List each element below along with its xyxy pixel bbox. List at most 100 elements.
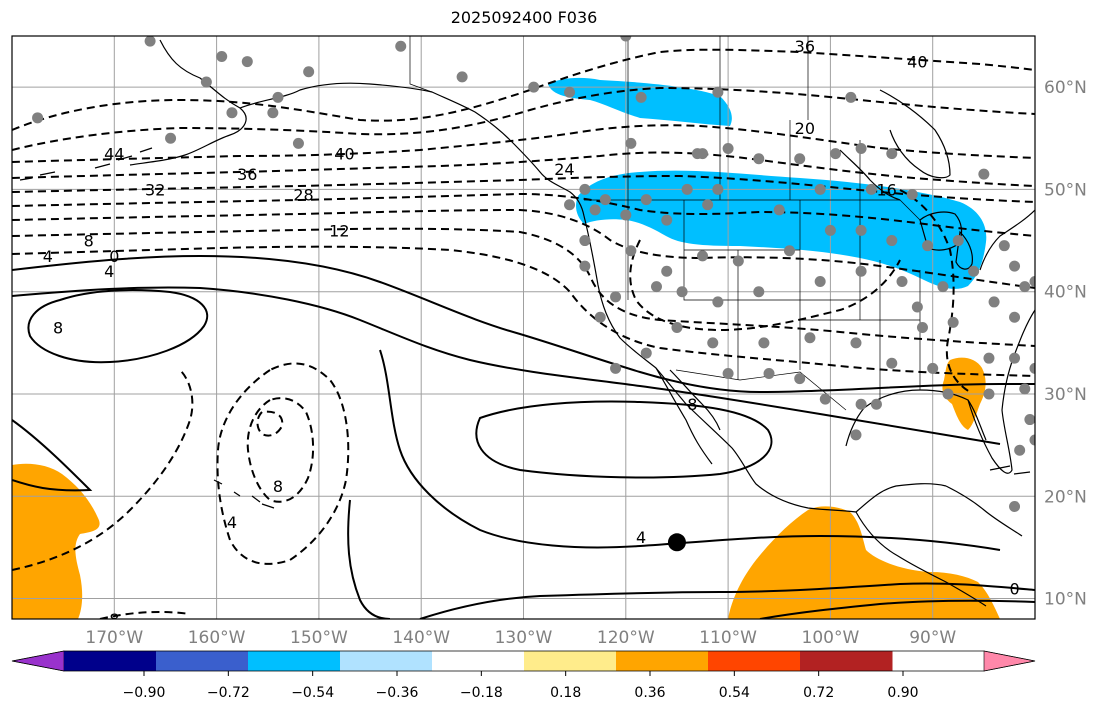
contour-label: 4 [104, 262, 114, 281]
contour-southwest [12, 369, 194, 571]
lat-label: 20°N [1044, 487, 1087, 507]
contour-central-south [419, 582, 1035, 619]
station-marker [927, 362, 939, 374]
lon-label: 110°W [699, 628, 757, 648]
station-marker [635, 91, 647, 103]
station-marker [640, 194, 652, 206]
colorbar-tick-label: 0.18 [550, 685, 581, 701]
positive-contours [12, 254, 1035, 619]
station-marker [998, 240, 1010, 252]
hudson-bay [879, 89, 951, 179]
colorbar: −0.90 −0.72 −0.54 −0.36 −0.18 0.18 0.36 0.54 0.7… [11, 650, 1036, 701]
station-marker [712, 296, 724, 308]
contour-trough-central [629, 239, 901, 332]
station-marker [814, 183, 826, 195]
station-marker [794, 373, 806, 385]
station-marker [303, 66, 315, 78]
highlight-point [667, 533, 686, 552]
contour-upper-2 [12, 86, 1035, 151]
alaska-canada-border [409, 36, 433, 93]
station-marker [947, 316, 959, 328]
baja [655, 367, 721, 465]
station-marker [865, 183, 877, 195]
station-marker [456, 71, 468, 83]
station-marker [707, 337, 719, 349]
station-marker [814, 275, 826, 287]
station-marker [676, 286, 688, 298]
station-marker [794, 153, 806, 165]
lon-label: 170°W [85, 628, 143, 648]
colorbar-segment [432, 651, 525, 671]
colorbar-segment [248, 651, 341, 671]
colorbar-ticks: −0.90 −0.72 −0.54 −0.36 −0.18 0.18 0.36 0.54 0.7… [123, 671, 919, 701]
contour-label: 4 [636, 528, 646, 547]
station-marker [1009, 260, 1021, 272]
contour-label: 0 [109, 247, 119, 266]
station-marker [911, 301, 923, 313]
colorbar-segment [156, 651, 249, 671]
contour-subtropical-low-outer [216, 362, 350, 565]
lon-label: 90°W [909, 628, 956, 648]
station-marker [804, 332, 816, 344]
contour-label: 40 [334, 145, 354, 164]
colorbar-tick-label: −0.18 [460, 685, 503, 701]
station-marker [625, 137, 637, 149]
contour-label: 20 [795, 119, 815, 138]
caribbean-islands [989, 465, 1031, 475]
contour-upper-6 [12, 192, 1035, 237]
colorbar-outline [11, 650, 1036, 672]
station-marker [942, 388, 954, 400]
contour-label: 36 [237, 165, 257, 184]
station-marker [200, 76, 212, 88]
station-marker [722, 143, 734, 155]
contour-label: 36 [795, 37, 815, 56]
contour-label: 4 [227, 513, 237, 532]
positive-region-west [12, 463, 100, 619]
contour-label: 8 [84, 232, 94, 251]
contour-subtropical-low-inner [246, 397, 315, 503]
contour-label: 16 [876, 180, 896, 199]
station-marker [594, 311, 606, 323]
station-marker [610, 362, 622, 374]
station-marker [870, 398, 882, 410]
station-marker [32, 112, 44, 124]
lat-label: 50°N [1044, 180, 1087, 200]
station-marker [819, 393, 831, 405]
great-lakes [919, 211, 973, 270]
longitude-labels: 170°W 160°W 150°W 140°W 130°W 120°W 110°W 100°W… [85, 628, 956, 648]
contour-subtropical-ridge [475, 400, 773, 479]
contour-trough-east [899, 189, 971, 393]
station-marker [855, 398, 867, 410]
station-marker [1009, 500, 1021, 512]
contour-label: 8 [53, 319, 63, 338]
canada-east [839, 149, 1035, 271]
station-marker [978, 168, 990, 180]
station-marker [292, 137, 304, 149]
colorbar-segment [524, 651, 617, 671]
lon-label: 160°W [188, 628, 246, 648]
colorbar-extend-low [11, 650, 65, 672]
station-marker [226, 107, 238, 119]
station-marker [1019, 281, 1031, 293]
colorbar-segment [708, 651, 801, 671]
colorbar-tick-label: 0.90 [887, 685, 918, 701]
station-marker [906, 189, 918, 201]
station-marker [589, 204, 601, 216]
station-marker [988, 296, 1000, 308]
station-marker [830, 148, 842, 160]
station-marker [732, 255, 744, 267]
station-marker [850, 337, 862, 349]
station-marker [165, 132, 177, 144]
station-markers [32, 36, 1035, 512]
station-marker [922, 240, 934, 252]
lat-lon-grid [12, 36, 1035, 619]
station-marker [886, 235, 898, 247]
us-canada-border [584, 199, 921, 221]
station-marker [983, 388, 995, 400]
station-marker [216, 50, 228, 62]
station-marker [579, 183, 591, 195]
contour-label: 32 [145, 180, 165, 199]
station-marker [845, 91, 857, 103]
station-marker [528, 81, 540, 93]
